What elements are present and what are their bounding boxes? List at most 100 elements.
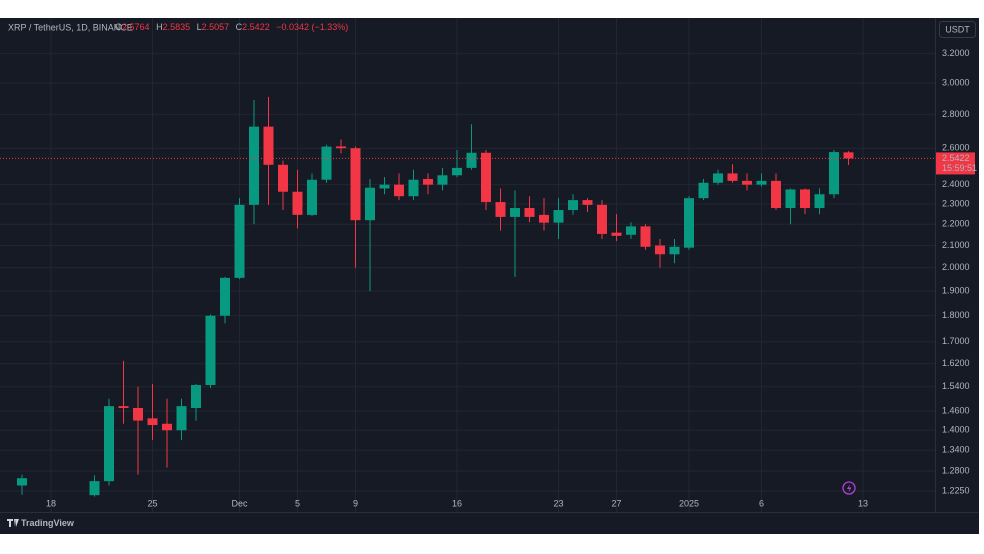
candle-body [321,146,332,180]
candle-body [553,210,564,223]
candle-body [727,173,738,181]
y-tick-label: 3.2000 [942,48,970,58]
y-tick-label: 1.4600 [942,405,970,415]
ohlc-legend: O2.5764 H2.5835 L2.5057 C2.5422 −0.0342 … [115,22,348,32]
x-tick-label: 2025 [679,498,699,508]
x-tick-label: 5 [295,498,300,508]
open-label: O [115,22,122,32]
candle-body [626,226,636,235]
y-tick-label: 3.0000 [942,77,970,87]
candle-body [249,126,259,205]
candle-body [234,204,245,278]
candle-body [278,164,288,192]
chart-title: XRP / TetherUS, 1D, BINANCE [8,22,133,32]
candle-body [394,184,404,197]
candle-body [365,187,375,221]
candle-body [843,152,854,159]
y-tick-label: 1.5400 [942,381,970,391]
candle-body [191,385,201,409]
currency-button[interactable] [939,21,976,38]
candle-body [133,408,143,421]
candle-body [408,179,419,197]
candle-body [568,200,578,211]
low-value: 2.5057 [202,22,230,32]
candle-body [655,245,665,255]
chart-background [0,18,979,534]
current-price-box [936,152,975,175]
close-value: 2.5422 [242,22,270,32]
x-tick-label: 18 [46,498,56,508]
change-value: −0.0342 (−1.33%) [276,22,348,32]
y-tick-label: 1.3400 [942,445,970,455]
y-tick-label: 2.0000 [942,262,970,272]
candle-body [466,152,477,168]
candle-body [220,277,230,316]
candle-body [829,152,839,195]
candle-body [524,208,535,217]
candle-body [307,179,317,215]
candle-body [452,167,462,176]
candle-body [379,184,390,189]
high-value: 2.5835 [163,22,191,32]
candle-body [118,406,129,409]
tradingview-logo: TradingView [7,518,75,528]
lightning-bolt[interactable] [847,484,852,493]
countdown-label: 15:59:51 [942,163,977,173]
x-tick-label: Dec [231,498,248,508]
y-tick-label: 1.4000 [942,425,970,435]
y-tick-label: 2.6000 [942,143,970,153]
y-tick-label: 1.6200 [942,358,970,368]
candle-body [423,179,433,185]
candle-body [669,246,680,255]
candle-body [771,180,781,209]
candle-body [495,202,506,217]
y-tick-label: 1.9000 [942,285,970,295]
x-tick-label: 23 [553,498,563,508]
candle-body [582,200,593,205]
y-tick-label: 2.1000 [942,240,970,250]
x-tick-label: 27 [611,498,621,508]
candle-body [756,180,767,185]
low-label: L [197,22,202,32]
candle-body [684,198,694,248]
candle-body [611,232,622,236]
candle-body [640,226,651,247]
candle-body [437,175,448,185]
x-tick-label: 9 [353,498,358,508]
candle-body [17,478,27,486]
y-tick-label: 1.2800 [942,465,970,475]
x-tick-label: 13 [858,498,868,508]
y-tick-label: 1.7000 [942,336,970,346]
candle-body [162,423,172,431]
candle-body [481,152,491,203]
candle-body [597,204,607,234]
candle-body [104,406,114,482]
open-value: 2.5764 [122,22,150,32]
candle-body [336,146,346,149]
y-tick-label: 1.2250 [942,485,970,495]
x-tick-label: 25 [147,498,157,508]
close-label: C [236,22,243,32]
y-tick-label: 2.8000 [942,109,970,119]
currency-label[interactable]: USDT [945,24,970,34]
logo-text: TradingView [21,518,75,528]
candle-body [800,189,810,209]
candle-body [785,189,796,209]
y-tick-label: 1.8000 [942,310,970,320]
y-tick-label: 2.3000 [942,198,970,208]
candle-body [814,194,825,209]
candle-body [205,315,216,386]
candles [17,96,854,497]
lightning-circle[interactable] [842,481,856,495]
candle-body [292,191,303,215]
candle-body [176,406,187,431]
lightning-icon[interactable] [842,481,856,495]
candle-body [539,214,549,223]
candle-body [510,208,520,217]
candle-body [713,173,723,183]
x-tick-label: 16 [452,498,462,508]
x-tick-label: 6 [759,498,764,508]
candle-body [350,148,361,221]
